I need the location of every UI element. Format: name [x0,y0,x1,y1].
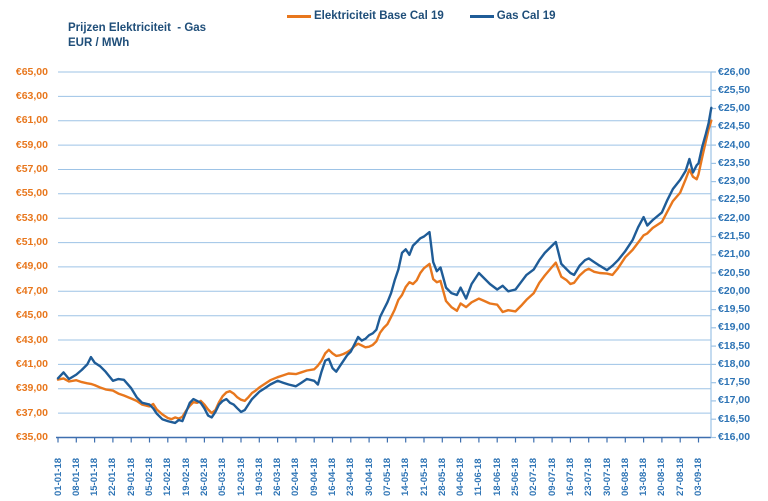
x-axis-label: 28-05-18 [436,457,448,496]
x-axis-label: 12-02-18 [162,457,174,496]
right-axis-label: €16,00 [718,431,751,443]
left-axis-label: €37,00 [15,406,48,419]
left-axis-label: €47,00 [15,284,48,297]
x-axis-label: 20-08-18 [656,457,668,496]
left-axis-label: €63,00 [15,89,48,102]
x-axis-label: 04-06-18 [455,457,467,496]
x-axis-label: 30-07-18 [601,457,613,496]
left-axis-label: €55,00 [15,187,48,200]
right-axis-label: €24,50 [718,120,751,133]
chart-title-line2: EUR / MWh [68,36,130,49]
x-axis-label: 12-03-18 [235,457,247,496]
right-axis-label: €25,50 [718,83,751,96]
x-axis-label: 09-04-18 [308,457,320,496]
chart-legend: Elektriciteit Base Cal 19 Gas Cal 19 [287,10,556,22]
right-axis-label: €22,50 [718,193,751,206]
right-axis-label: €24,00 [718,138,751,151]
right-axis-label: €20,00 [718,284,751,297]
x-axis-label: 03-09-18 [693,457,704,496]
gas-line-swatch [469,14,494,18]
right-axis-label: €25,00 [718,102,751,115]
left-axis-label: €35,00 [15,431,48,443]
right-axis-label: €17,00 [718,394,751,407]
x-axis-label: 07-05-18 [381,457,393,496]
right-axis-label: €16,50 [718,412,751,425]
right-axis-label: €21,50 [718,229,751,242]
x-axis-label: 19-02-18 [180,457,192,496]
elektriciteit-line [56,119,713,421]
left-axis-label: €59,00 [15,138,48,151]
x-axis-label: 11-06-18 [473,458,485,496]
left-axis-label: €41,00 [15,357,48,370]
chart-title: Prijzen Elektriciteit - Gas EUR / MWh [68,21,206,51]
right-axis-label: €18,00 [718,357,751,370]
legend-label-elektriciteit: Elektriciteit Base Cal 19 [314,10,444,22]
x-axis-label: 19-03-18 [253,457,265,496]
left-axis-label: €51,00 [15,236,48,249]
left-axis-label: €49,00 [15,260,48,273]
left-axis-label: €45,00 [15,309,48,322]
left-axis-label: €53,00 [15,211,48,224]
right-axis-label: €23,00 [718,175,751,188]
right-axis-label: €22,00 [718,211,751,224]
right-axis-label: €17,50 [718,376,751,389]
x-axis-label: 16-07-18 [564,457,576,496]
left-axis-label: €43,00 [15,333,48,346]
x-axis-label: 29-01-18 [125,457,137,496]
x-axis-label: 02-07-18 [528,457,540,496]
legend-item-gas: Gas Cal 19 [469,10,556,22]
x-axis-label: 25-06-18 [510,457,521,496]
chart-title-line1: Prijzen Elektriciteit - Gas [68,22,207,34]
x-axis-label: 23-07-18 [583,457,595,496]
right-axis-label: €21,00 [718,248,751,261]
x-axis-label: 26-03-18 [272,457,284,496]
right-axis-label: €20,50 [718,266,751,279]
x-axis-label: 05-02-18 [144,457,155,496]
right-axis-label: €19,50 [718,303,751,316]
gas-line [56,106,713,425]
x-axis-label: 05-03-18 [217,457,229,496]
x-axis-label: 18-06-18 [491,457,503,496]
x-axis-label: 26-02-18 [198,457,210,496]
x-axis-label: 30-04-18 [363,457,375,496]
elektriciteit-line-swatch [287,14,311,18]
x-axis-label: 13-08-18 [638,457,650,496]
right-axis-label: €19,00 [718,321,751,334]
left-axis-label: €39,00 [15,382,48,395]
x-axis-label: 01-01-18 [52,457,64,496]
x-axis-label: 27-08-18 [674,457,686,496]
right-axis-label: €23,50 [718,156,751,169]
right-axis-label: €26,00 [718,65,751,78]
x-axis-label: 22-01-18 [107,457,119,496]
x-axis-label: 16-04-18 [327,457,338,496]
x-axis-label: 09-07-18 [546,457,558,496]
legend-label-gas: Gas Cal 19 [496,10,556,22]
x-axis-label: 06-08-18 [619,457,631,496]
legend-item-elektriciteit: Elektriciteit Base Cal 19 [287,10,444,22]
x-axis-label: 08-01-18 [70,457,82,496]
x-axis-label: 02-04-18 [290,457,302,496]
x-axis-label: 15-01-18 [89,457,101,496]
left-axis-label: €61,00 [15,114,48,127]
x-axis-label: 14-05-18 [400,457,412,496]
left-axis-label: €57,00 [15,162,48,175]
x-axis-label: 23-04-18 [345,457,357,496]
right-axis-label: €18,50 [718,339,751,352]
x-axis-label: 21-05-18 [418,457,430,496]
left-axis-label: €65,00 [15,65,48,78]
